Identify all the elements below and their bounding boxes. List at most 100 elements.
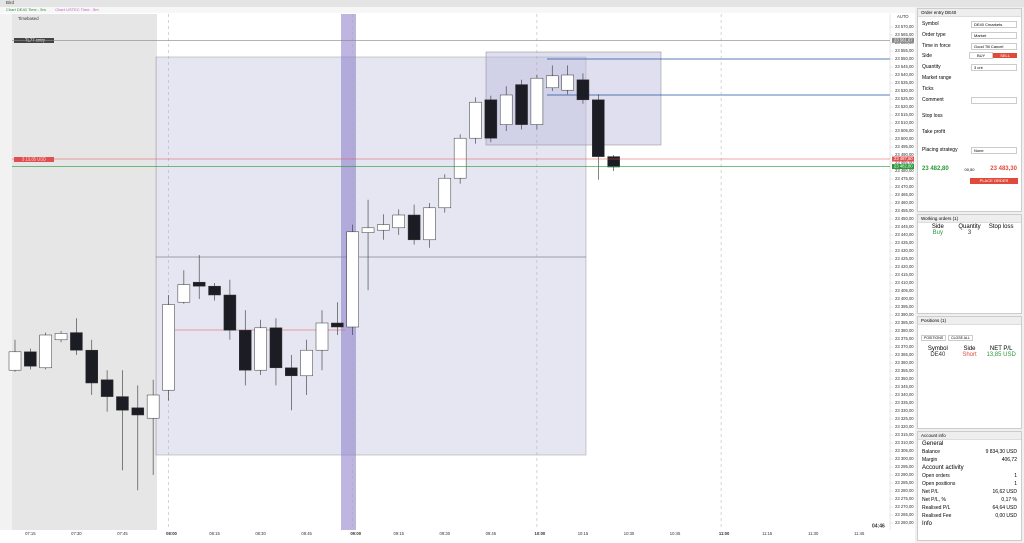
x-tick-label: 10:30 [624, 531, 635, 536]
candle-body [607, 156, 620, 168]
sell-button[interactable]: SELL [993, 53, 1017, 58]
quantity-input[interactable]: 3 cnt [971, 63, 1017, 71]
label: Quantity [922, 64, 941, 70]
y-tick-label: 23 540,00 [895, 72, 914, 77]
y-tick-label: 23 415,00 [895, 272, 914, 277]
select[interactable]: Market [971, 31, 1017, 39]
x-tick-label: 09:00 [350, 531, 361, 536]
candle-body [530, 77, 544, 125]
y-tick-label: 23 550,00 [895, 56, 914, 61]
candle-body [131, 407, 145, 416]
x-tick-label: 07:15 [25, 531, 36, 536]
label: Ticks [922, 86, 934, 92]
y-tick-label: 23 365,00 [895, 352, 914, 357]
y-tick-label: 23 395,00 [895, 304, 914, 309]
price-level-label: 23 487,50 [894, 156, 913, 161]
y-tick-label: 23 305,00 [895, 448, 914, 453]
select[interactable]: DE40 Cmarkets [971, 20, 1017, 28]
title-bar: Bird [0, 0, 1024, 7]
zone [155, 56, 587, 456]
y-tick-label: 23 545,00 [895, 64, 914, 69]
checkbox[interactable]: Take profit [922, 129, 946, 135]
y-tick-label: 23 500,00 [895, 136, 914, 141]
price-label-bg [892, 156, 914, 162]
clock: 04:46 [872, 523, 885, 529]
y-tick-label: 23 515,00 [895, 112, 914, 117]
x-tick-label: 11:45 [854, 531, 865, 536]
candle-body [8, 351, 22, 371]
candle-body [223, 294, 237, 331]
y-tick-label: 23 260,00 [895, 520, 914, 525]
y-tick-label: 23 475,00 [895, 176, 914, 181]
select[interactable]: Good Till Cancel [971, 42, 1017, 50]
candle-body [361, 227, 375, 233]
y-tick-label: 23 465,00 [895, 192, 914, 197]
price-label-bg [892, 164, 914, 170]
x-tick-label: 11:30 [808, 531, 819, 536]
y-tick-label: 23 360,00 [895, 360, 914, 365]
label: Margin [922, 457, 938, 463]
y-tick-label: 23 330,00 [895, 408, 914, 413]
field-row: Order type Market [918, 31, 1021, 39]
value: 64,64 USD [992, 505, 1017, 511]
label: Net P/L, % [922, 497, 946, 503]
y-tick-label: 23 400,00 [895, 296, 914, 301]
label: Comment [922, 97, 944, 103]
y-tick-label: 23 345,00 [895, 384, 914, 389]
ask[interactable]: 23 483,30 [990, 166, 1017, 172]
tab[interactable]: Chart USTEC Time - 5m [55, 7, 99, 12]
y-tick-label: 23 300,00 [895, 456, 914, 461]
candle-body [70, 332, 83, 351]
info-row: Balance 9 834,30 USD [918, 448, 1021, 456]
tab[interactable]: Chart DE40 Time - 5m [6, 7, 46, 12]
comment-input[interactable] [971, 96, 1017, 104]
info-row: Realised Fee 0,00 USD [918, 512, 1021, 520]
tab-button[interactable]: POSITIONS [921, 335, 947, 341]
y-tick-label: 23 290,00 [895, 472, 914, 477]
candle-body [54, 333, 68, 341]
column-header: Side [931, 224, 944, 230]
y-tick-label: 23 325,00 [895, 416, 914, 421]
checkbox[interactable]: Stop loss [922, 113, 943, 119]
x-tick-label: 10:15 [578, 531, 589, 536]
tab-bar: Chart DE40 Time - 5m Chart USTEC Time - … [0, 7, 915, 13]
y-tick-label: 23 355,00 [895, 368, 914, 373]
y-tick-label: 23 320,00 [895, 424, 914, 429]
x-tick-label: 11:15 [762, 531, 773, 536]
x-tick-label: 08:30 [255, 531, 266, 536]
checkbox[interactable]: Market range [922, 75, 952, 81]
field-row: Time in force Good Till Cancel [918, 42, 1021, 50]
y-tick-label: 23 375,00 [895, 336, 914, 341]
positions: Positions (1) POSITIONS CLOSE ALL Symbol S… [917, 316, 1022, 429]
y-tick-label: 23 485,00 [895, 160, 914, 165]
candle-body [162, 304, 175, 391]
place-order-button[interactable]: PLACE ORDER [970, 178, 1018, 184]
candle-body [116, 396, 129, 411]
y-tick-label: 23 450,00 [895, 216, 914, 221]
candle-body [407, 214, 421, 241]
cell: DE40 [930, 352, 946, 358]
app-title: Bird [6, 0, 15, 5]
candle-body [300, 349, 313, 377]
candle-body [285, 367, 298, 377]
y-tick-label: 23 470,00 [895, 184, 914, 189]
y-tick-label: 23 530,00 [895, 88, 914, 93]
column-header: NET P/L [989, 346, 1013, 352]
info-row: Open positions 1 [918, 480, 1021, 488]
account-info: Account info General Balance 9 834,30 USD… [917, 431, 1022, 541]
panel-title: Positions (1) [918, 317, 1021, 325]
close-all-button[interactable]: CLOSE ALL [948, 335, 973, 341]
field-row: Symbol DE40 Cmarkets [918, 20, 1021, 28]
bid[interactable]: 23 482,80 [922, 166, 949, 172]
label: Realised P/L [922, 505, 951, 511]
y-tick-label: 23 390,00 [895, 312, 914, 317]
chart: AUTO TL77 entry 3 13,85 USD Timebased 04… [0, 13, 915, 543]
buy-button[interactable]: BUY [968, 52, 994, 59]
placing-select[interactable]: None [971, 146, 1017, 154]
y-tick-label: 23 335,00 [895, 400, 914, 405]
section: General [922, 441, 944, 447]
candle-body [592, 99, 605, 157]
candle-body [239, 329, 252, 371]
y-tick-label: 23 520,00 [895, 104, 914, 109]
value: 1 [1014, 473, 1017, 479]
